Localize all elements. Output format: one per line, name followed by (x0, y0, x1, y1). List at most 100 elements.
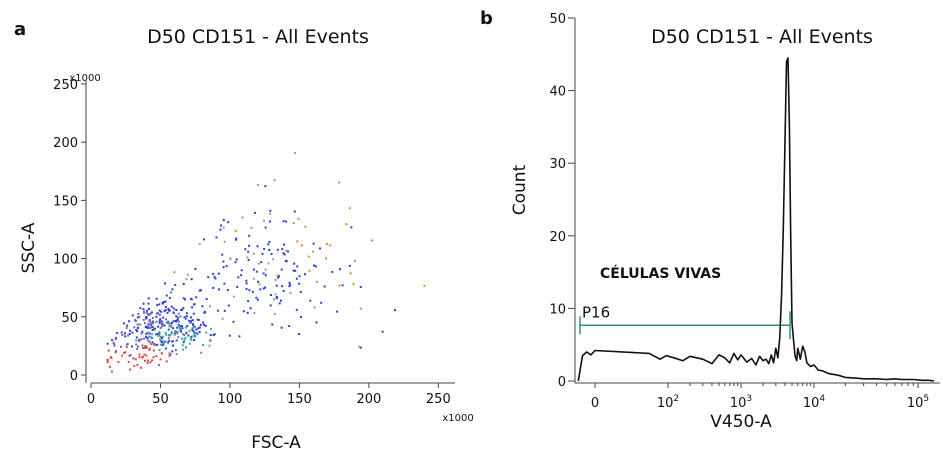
scatter-point (304, 273, 307, 276)
scatter-point (192, 330, 195, 333)
scatter-point (168, 352, 171, 355)
scatter-point (186, 325, 189, 328)
scatter-point (171, 340, 174, 343)
scatter-point (147, 332, 150, 335)
scatter-point (128, 332, 131, 335)
scatter-point (175, 339, 178, 342)
scatter-point (252, 268, 255, 271)
scatter-point (423, 284, 426, 287)
scatter-point (147, 302, 150, 305)
scatter-point (136, 323, 139, 326)
scatter-x-tick-label: 150 (287, 392, 312, 407)
scatter-point (198, 330, 201, 333)
scatter-point (158, 334, 161, 337)
scatter-point (116, 331, 119, 334)
scatter-point (134, 319, 137, 322)
scatter-point (181, 309, 184, 312)
scatter-point (129, 329, 132, 332)
scatter-point (163, 310, 166, 313)
scatter-point (177, 323, 180, 326)
scatter-point (247, 300, 250, 303)
scatter-point (138, 340, 141, 343)
scatter-point (234, 238, 237, 241)
histogram-annotation: CÉLULAS VIVAS (600, 265, 721, 282)
scatter-point (223, 309, 226, 312)
histogram-x-tick-label: 103 (730, 394, 752, 411)
scatter-point (274, 278, 277, 281)
histogram-x-tick-label: 105 (907, 394, 929, 411)
histogram-y-label: Count (510, 164, 530, 215)
scatter-point (279, 299, 282, 302)
scatter-point (179, 315, 182, 318)
scatter-point (146, 362, 149, 365)
scatter-point (125, 343, 128, 346)
scatter-point (173, 333, 176, 336)
scatter-point (264, 286, 267, 289)
scatter-point (145, 309, 148, 312)
scatter-point (126, 324, 129, 327)
scatter-point (137, 312, 140, 315)
scatter-point (208, 344, 211, 347)
scatter-point (182, 282, 185, 285)
scatter-point (166, 321, 169, 324)
scatter-point (353, 259, 356, 262)
scatter-point (283, 243, 286, 246)
scatter-point (145, 326, 148, 329)
scatter-point (148, 318, 151, 321)
scatter-point (256, 298, 259, 301)
scatter-point (183, 338, 186, 341)
scatter-point (114, 338, 117, 341)
scatter-point (269, 212, 272, 215)
scatter-point (245, 288, 248, 291)
scatter-point (143, 337, 146, 340)
scatter-point (286, 250, 289, 253)
scatter-point (193, 334, 196, 337)
scatter-point (258, 283, 261, 286)
scatter-point (329, 244, 332, 247)
scatter-point (143, 347, 146, 350)
scatter-point (148, 341, 151, 344)
scatter-point (124, 335, 127, 338)
scatter-point (164, 308, 167, 311)
scatter-point (113, 343, 116, 346)
scatter-title: D50 CD151 - All Events (147, 26, 369, 48)
scatter-point (141, 344, 144, 347)
scatter-point (117, 361, 120, 364)
scatter-point (189, 337, 192, 340)
scatter-x-label: FSC-A (251, 433, 301, 450)
scatter-point (262, 287, 265, 290)
scatter-point (107, 349, 110, 352)
scatter-point (270, 294, 273, 297)
histogram-x-label: V450-A (710, 412, 772, 432)
scatter-point (158, 309, 161, 312)
scatter-point (288, 285, 291, 288)
scatter-point (171, 350, 174, 353)
scatter-x-tick-label: 0 (87, 392, 95, 407)
scatter-point (155, 320, 158, 323)
scatter-point (253, 311, 256, 314)
scatter-point (315, 280, 318, 283)
scatter-point (228, 334, 231, 337)
scatter-point (227, 221, 230, 224)
scatter-point (182, 333, 185, 336)
scatter-point (280, 268, 283, 271)
scatter-point (176, 330, 179, 333)
scatter-point (241, 216, 244, 219)
scatter-point (146, 339, 149, 342)
scatter-point (139, 307, 142, 310)
scatter-point (371, 239, 374, 242)
scatter-point (196, 318, 199, 321)
scatter-point (268, 249, 271, 252)
histogram-y-tick-label: 0 (558, 375, 566, 390)
scatter-point (300, 315, 303, 318)
scatter-point (273, 179, 276, 182)
scatter-point (203, 311, 206, 314)
scatter-point (298, 275, 301, 278)
scatter-point (203, 238, 206, 241)
scatter-point (145, 333, 148, 336)
scatter-point (164, 340, 167, 343)
scatter-point (278, 302, 281, 305)
scatter-point (164, 331, 167, 334)
scatter-point (222, 266, 225, 269)
scatter-point (300, 244, 303, 247)
